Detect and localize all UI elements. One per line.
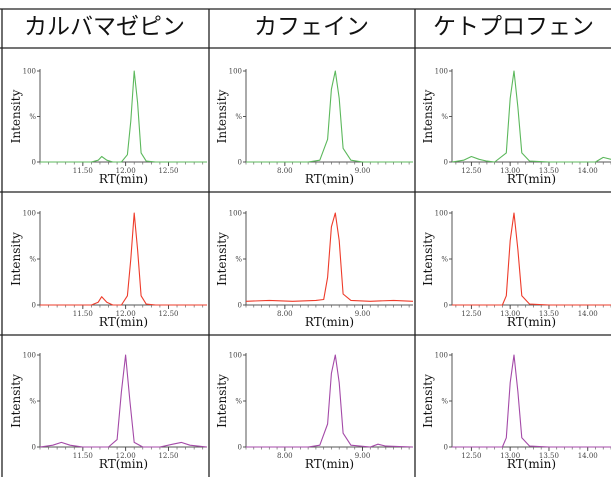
x-tick-label: 14.00 xyxy=(578,310,598,318)
y-tick-label: % xyxy=(235,398,242,406)
x-tick-label: 13.00 xyxy=(500,452,520,460)
x-tick-label: 11.50 xyxy=(73,167,93,175)
x-tick-label: 14.00 xyxy=(578,167,598,175)
y-tick-label: 100 xyxy=(229,210,242,218)
chromatogram-trace xyxy=(40,70,207,163)
y-tick-label: % xyxy=(29,398,36,406)
y-tick-label: 0 xyxy=(444,302,448,310)
y-tick-label: 0 xyxy=(32,159,36,167)
x-tick-label: 12.00 xyxy=(116,310,136,318)
y-tick-label: % xyxy=(235,256,242,264)
x-axis-label: RT(min) xyxy=(99,315,148,329)
x-axis-label: RT(min) xyxy=(507,172,556,186)
y-axis-label: Intensity xyxy=(421,374,435,428)
x-tick-label: 8.00 xyxy=(277,167,293,175)
x-axis-label: RT(min) xyxy=(99,457,148,471)
y-tick-label: 100 xyxy=(23,210,36,218)
y-axis-label: Intensity xyxy=(9,232,23,286)
y-tick-label: 0 xyxy=(444,159,448,167)
x-tick-label: 12.50 xyxy=(461,167,481,175)
y-axis-label: Intensity xyxy=(215,374,229,428)
chromatogram-trace xyxy=(452,212,611,306)
x-tick-label: 13.50 xyxy=(539,167,559,175)
x-tick-label: 11.50 xyxy=(73,310,93,318)
x-tick-label: 9.00 xyxy=(355,167,371,175)
y-tick-label: 0 xyxy=(238,159,242,167)
x-tick-label: 11.50 xyxy=(73,452,93,460)
y-axis-label: Intensity xyxy=(215,89,229,143)
y-tick-label: 100 xyxy=(23,352,36,360)
x-tick-label: 12.50 xyxy=(158,167,178,175)
y-tick-label: 100 xyxy=(435,352,448,360)
x-tick-label: 12.00 xyxy=(116,167,136,175)
y-tick-label: % xyxy=(441,113,448,121)
x-tick-label: 12.50 xyxy=(461,310,481,318)
y-tick-label: % xyxy=(441,256,448,264)
y-axis-label: Intensity xyxy=(9,374,23,428)
column-header-caffeine: カフェイン xyxy=(254,14,369,40)
y-tick-label: % xyxy=(441,398,448,406)
y-tick-label: 100 xyxy=(229,68,242,76)
y-tick-label: 100 xyxy=(435,210,448,218)
y-tick-label: 100 xyxy=(229,352,242,360)
x-tick-label: 12.50 xyxy=(461,452,481,460)
y-tick-label: 0 xyxy=(444,444,448,452)
y-axis-label: Intensity xyxy=(421,232,435,286)
chromatogram-trace xyxy=(245,212,414,302)
y-tick-label: % xyxy=(29,113,36,121)
x-axis-label: RT(min) xyxy=(305,315,354,329)
x-tick-label: 9.00 xyxy=(355,310,371,318)
x-tick-label: 8.00 xyxy=(277,452,293,460)
chromatogram-trace xyxy=(451,70,611,163)
y-axis-label: Intensity xyxy=(9,89,23,143)
x-axis-label: RT(min) xyxy=(305,457,354,471)
y-axis-label: Intensity xyxy=(215,232,229,286)
x-tick-label: 9.00 xyxy=(355,452,371,460)
x-tick-label: 12.50 xyxy=(158,310,178,318)
x-tick-label: 12.00 xyxy=(116,452,136,460)
y-tick-label: 0 xyxy=(238,444,242,452)
y-tick-label: 0 xyxy=(32,302,36,310)
column-header-ketoprofen: ケトプロフェン xyxy=(433,14,594,40)
chromatogram-trace xyxy=(40,212,207,306)
x-tick-label: 13.50 xyxy=(539,452,559,460)
chromatogram-trace xyxy=(246,354,414,448)
y-tick-label: 100 xyxy=(23,68,36,76)
x-axis-label: RT(min) xyxy=(305,172,354,186)
y-tick-label: % xyxy=(235,113,242,121)
x-axis-label: RT(min) xyxy=(99,172,148,186)
y-tick-label: 0 xyxy=(32,444,36,452)
x-axis-label: RT(min) xyxy=(507,315,556,329)
x-tick-label: 13.00 xyxy=(500,167,520,175)
y-tick-label: % xyxy=(29,256,36,264)
y-axis-label: Intensity xyxy=(421,89,435,143)
x-tick-label: 13.50 xyxy=(539,310,559,318)
column-header-carbamazepine: カルバマゼピン xyxy=(24,14,185,40)
chromatogram-trace xyxy=(452,354,611,448)
y-tick-label: 100 xyxy=(435,68,448,76)
chromatogram-trace xyxy=(246,70,413,163)
chromatogram-trace xyxy=(39,354,208,448)
x-axis-label: RT(min) xyxy=(507,457,556,471)
x-tick-label: 14.00 xyxy=(578,452,598,460)
x-tick-label: 13.00 xyxy=(500,310,520,318)
y-tick-label: 0 xyxy=(238,302,242,310)
x-tick-label: 12.50 xyxy=(158,452,178,460)
x-tick-label: 8.00 xyxy=(277,310,293,318)
